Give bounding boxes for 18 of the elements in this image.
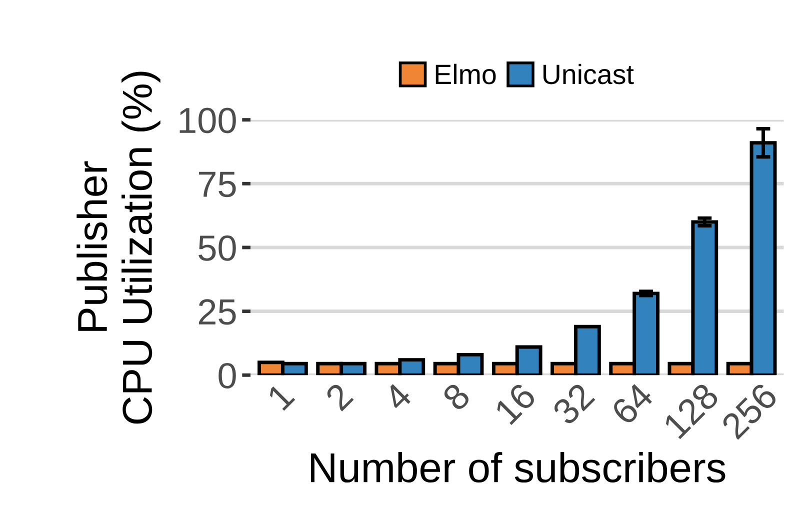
x-tick-label: 4 (382, 382, 413, 412)
x-tick-label: 1 (266, 382, 296, 411)
legend-label: Unicast (543, 64, 634, 84)
y-tick-label: 25 (198, 299, 236, 325)
y-tick-label: 50 (198, 235, 236, 261)
x-tick-label: 64 (610, 381, 655, 426)
legend-label: Elmo (436, 64, 496, 84)
y-tick-label: 0 (218, 362, 236, 389)
x-axis-title: Number of subscribers (310, 452, 726, 483)
y-tick-label: 100 (180, 108, 236, 134)
x-tick-label: 128 (662, 382, 720, 440)
y-axis-title: Publisher CPU Utilization (%) (76, 72, 160, 424)
y-tick-label: 75 (198, 172, 236, 198)
x-tick-label: 8 (441, 382, 472, 412)
x-tick-label: 256 (720, 382, 779, 440)
x-tick-label: 16 (494, 382, 538, 426)
x-tick-label: 32 (551, 382, 596, 426)
x-tick-label: 2 (324, 382, 354, 412)
